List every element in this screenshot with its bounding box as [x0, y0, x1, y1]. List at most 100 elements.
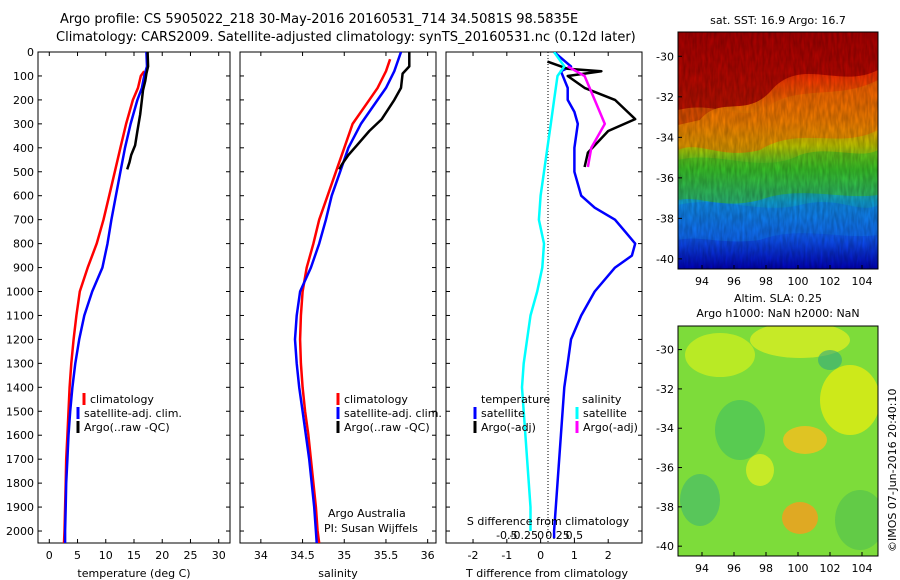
map-y-tick-label: -34: [656, 422, 674, 435]
map-x-tick-label: 98: [759, 562, 773, 575]
x-tick-label-salinity: -0.5: [496, 529, 517, 542]
series-line: [546, 60, 637, 168]
map-y-tick-label: -32: [656, 383, 674, 396]
map-x-tick-label: 102: [820, 562, 841, 575]
x-tick-label: 36: [421, 549, 435, 562]
y-tick-label: 900: [13, 262, 34, 275]
temperature-legend: climatology satellite-adj. clim. Argo(..…: [76, 393, 182, 434]
x-tick-label: 34: [254, 549, 268, 562]
map-x-tick-label: 94: [695, 562, 709, 575]
sst-map: sat. SST: 16.9 Argo: 16.7 94 96 98 100 102 10…: [656, 14, 879, 288]
y-tick-label: 800: [13, 238, 34, 251]
x-tick-label-salinity: 0: [537, 529, 544, 542]
x-tick-label: 15: [127, 549, 141, 562]
map-y-tick-label: -34: [656, 131, 674, 144]
legend-label-argo: Argo(..raw -QC): [344, 421, 430, 434]
sla-patch: [746, 454, 774, 486]
y-tick-label: 100: [13, 70, 34, 83]
legend-header-salinity: salinity: [582, 393, 622, 406]
x-tick-label-salinity: -0.25: [509, 529, 537, 542]
salinity-annotation-line1: Argo Australia: [328, 507, 406, 520]
copyright-stamp: ©IMOS 07-Jun-2016 20:40:10: [886, 388, 899, 552]
y-tick-label: 1300: [6, 357, 34, 370]
sla-patch: [782, 502, 818, 534]
map-y-tick-label: -30: [656, 344, 674, 357]
x-tick-label: 34.5: [290, 549, 315, 562]
y-tick-label: 2000: [6, 525, 34, 538]
map-x-tick-label: 100: [788, 275, 809, 288]
series-line: [567, 65, 607, 168]
map-y-tick-label: -38: [656, 501, 674, 514]
y-tick-label: 700: [13, 214, 34, 227]
sst-ticks: 94 96 98 100 102 104 -30 -32 -34 -36 -38 -40: [656, 50, 872, 288]
sla-map: Altim. SLA: 0.25 Argo h1000: NaN h2000: …: [656, 292, 879, 575]
series-line: [63, 52, 149, 543]
sst-field: [678, 32, 878, 269]
y-tick-label: 600: [13, 190, 34, 203]
salinity-axes-frame: [239, 51, 437, 544]
salinity-xlabel: salinity: [318, 567, 358, 580]
legend-label-climatology: climatology: [344, 393, 408, 406]
salinity-annotation-line2: PI: Susan Wijffels: [324, 522, 418, 535]
y-tick-label: 1100: [6, 309, 34, 322]
x-tick-label: 35: [337, 549, 351, 562]
x-tick-label: 30: [212, 549, 226, 562]
series-line: [520, 52, 566, 531]
sla-ticks: 94 96 98 100 102 104 -30 -32 -34 -36 -38 -40: [656, 344, 872, 575]
series-line: [62, 70, 146, 543]
series-line: [552, 52, 637, 539]
difference-lines: [520, 52, 637, 539]
x-tick-label: -2: [468, 549, 479, 562]
y-tick-label: 1400: [6, 381, 34, 394]
sla-map-subtitle: Argo h1000: NaN h2000: NaN: [696, 307, 859, 320]
series-line: [298, 58, 392, 543]
x-tick-label: 10: [99, 549, 113, 562]
y-tick-label: 1600: [6, 429, 34, 442]
sla-field: [678, 326, 878, 556]
map-x-tick-label: 100: [788, 562, 809, 575]
difference-xlabel-t: T difference from climatology: [465, 567, 628, 580]
legend-header-temperature: temperature: [481, 393, 550, 406]
x-tick-label-salinity: 0.25: [545, 529, 570, 542]
map-y-tick-label: -32: [656, 91, 674, 104]
x-tick-label-salinity: 0.5: [566, 529, 584, 542]
series-line: [293, 52, 403, 543]
x-tick-label: 5: [74, 549, 81, 562]
y-tick-label: 1700: [6, 453, 34, 466]
y-tick-label: 1200: [6, 333, 34, 346]
map-y-tick-label: -30: [656, 50, 674, 63]
legend-label-satellite: satellite-adj. clim.: [344, 407, 442, 420]
map-y-tick-label: -38: [656, 212, 674, 225]
sla-patch: [715, 400, 765, 460]
y-tick-label: 500: [13, 166, 34, 179]
map-x-tick-label: 104: [852, 562, 873, 575]
x-tick-label: 0: [537, 549, 544, 562]
sst-frame: [677, 31, 879, 270]
x-tick-label: 1: [571, 549, 578, 562]
salinity-lines: [293, 52, 411, 543]
map-x-tick-label: 96: [727, 562, 741, 575]
map-x-tick-label: 98: [759, 275, 773, 288]
map-y-tick-label: -36: [656, 172, 674, 185]
sst-texture: [678, 32, 878, 269]
sla-patch: [818, 350, 842, 370]
legend-label-argo: Argo(..raw -QC): [84, 421, 170, 434]
y-tick-label: 200: [13, 94, 34, 107]
map-x-tick-label: 94: [695, 275, 709, 288]
legend-label-satellite: satellite-adj. clim.: [84, 407, 182, 420]
header-line1: Argo profile: CS 5905022_218 30-May-2016…: [60, 12, 578, 27]
y-tick-label: 1800: [6, 477, 34, 490]
x-tick-label: 35.5: [374, 549, 399, 562]
map-y-tick-label: -40: [656, 253, 674, 266]
sla-patch: [680, 474, 720, 526]
legend-label-climatology: climatology: [90, 393, 154, 406]
sla-patch: [685, 333, 755, 377]
y-tick-label: 0: [27, 46, 34, 59]
map-x-tick-label: 96: [727, 275, 741, 288]
x-tick-label: 0: [46, 549, 53, 562]
legend-label-t-argo: Argo(-adj): [481, 421, 536, 434]
y-tick-label: 1900: [6, 501, 34, 514]
temperature-lines: [62, 52, 150, 543]
x-tick-label: 25: [183, 549, 197, 562]
